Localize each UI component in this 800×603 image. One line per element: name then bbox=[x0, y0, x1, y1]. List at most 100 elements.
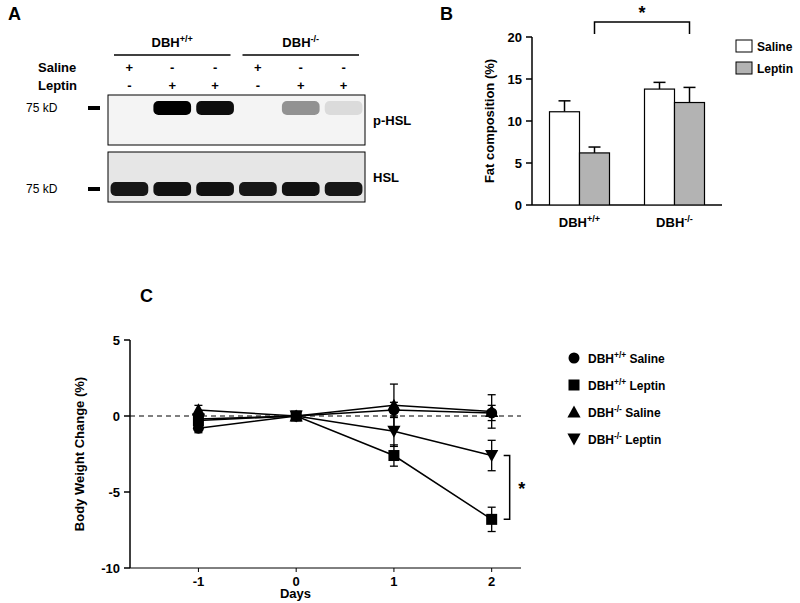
text-part: - bbox=[299, 60, 303, 75]
text-part: Body Weight Change (%) bbox=[72, 377, 87, 531]
y-tick-label: 15 bbox=[508, 72, 522, 87]
legend-label: DBH+/+ Saline bbox=[588, 350, 665, 366]
y-tick-label: -5 bbox=[108, 485, 120, 500]
text-part: 1 bbox=[390, 574, 397, 589]
text-part: * bbox=[638, 3, 645, 23]
band bbox=[153, 182, 191, 196]
error-bar bbox=[564, 101, 566, 112]
marker bbox=[567, 434, 580, 446]
x-tick-label: 1 bbox=[390, 574, 397, 589]
group-label: DBH+/+ bbox=[152, 34, 193, 50]
text-part: -/- bbox=[684, 214, 693, 224]
text-part: - bbox=[256, 78, 260, 93]
text-part: HSL bbox=[373, 170, 399, 185]
y-tick-label: 5 bbox=[113, 333, 120, 348]
text-part: Saline bbox=[757, 40, 793, 54]
text-part: DBH bbox=[559, 215, 587, 230]
panel-letter: A bbox=[8, 4, 21, 24]
treatment-mark: - bbox=[213, 60, 217, 75]
legend-label: Saline bbox=[757, 40, 793, 54]
band bbox=[196, 101, 234, 115]
treatment-mark: - bbox=[170, 60, 174, 75]
legend-label: DBH-/- Leptin bbox=[588, 431, 661, 447]
treatment-mark: - bbox=[341, 60, 345, 75]
text-part: Days bbox=[280, 586, 311, 601]
text-part: + bbox=[254, 60, 262, 75]
x-tick bbox=[296, 568, 297, 572]
text-part: - bbox=[127, 78, 131, 93]
text-part: -/- bbox=[614, 404, 622, 414]
group-underline bbox=[243, 54, 360, 56]
y-tick-label: -10 bbox=[101, 561, 120, 576]
baseline bbox=[130, 415, 521, 416]
text-part: Leptin bbox=[38, 78, 77, 93]
text-part: 2 bbox=[488, 574, 495, 589]
x-tick-label: 2 bbox=[488, 574, 495, 589]
y-tick bbox=[526, 162, 532, 164]
text-part: Saline bbox=[622, 406, 661, 420]
text-part: 0 bbox=[515, 198, 522, 213]
text-part: +/+ bbox=[614, 350, 626, 360]
text-part: B bbox=[440, 4, 453, 24]
y-tick-label: 5 bbox=[515, 156, 522, 171]
bar bbox=[550, 112, 580, 205]
series-line bbox=[198, 416, 491, 456]
marker bbox=[192, 414, 205, 426]
error-bar bbox=[689, 87, 691, 102]
x-tick-label: -1 bbox=[193, 574, 205, 589]
text-part: * bbox=[518, 479, 525, 499]
marker-label: 75 kD bbox=[26, 101, 58, 115]
text-part: + bbox=[168, 78, 176, 93]
figure: ADBH+/+DBH-/-Saline+--+--Leptin-++-++p-H… bbox=[0, 0, 800, 603]
y-tick-label: 10 bbox=[508, 114, 522, 129]
treatment-mark: + bbox=[340, 78, 348, 93]
panel-letter: C bbox=[140, 286, 153, 306]
text-part: +/+ bbox=[180, 34, 193, 44]
panel-c: C-10-505-1012DaysBody Weight Change (%)*… bbox=[72, 286, 665, 601]
annotation: * bbox=[638, 3, 645, 23]
text-part: -10 bbox=[101, 561, 120, 576]
bar bbox=[675, 103, 705, 205]
error-cap bbox=[390, 466, 398, 467]
blot-frame bbox=[108, 152, 365, 202]
band bbox=[239, 101, 277, 115]
marker bbox=[485, 450, 498, 462]
text-part: DBH bbox=[588, 406, 614, 420]
treatment-mark: - bbox=[127, 78, 131, 93]
text-part: + bbox=[340, 78, 348, 93]
error-cap bbox=[488, 531, 496, 532]
text-part: 5 bbox=[515, 156, 522, 171]
band bbox=[196, 182, 234, 196]
panel-b: B05101520Fat composition (%)DBH+/+DBH-/-… bbox=[440, 3, 793, 230]
legend-label: Leptin bbox=[757, 62, 793, 76]
marker-tick bbox=[88, 106, 100, 110]
text-part: Leptin bbox=[622, 433, 661, 447]
panel-letter: B bbox=[440, 4, 453, 24]
legend-swatch bbox=[736, 62, 752, 74]
band bbox=[282, 182, 320, 196]
treatment-label: Leptin bbox=[38, 78, 77, 93]
band bbox=[325, 182, 363, 196]
marker bbox=[290, 411, 303, 423]
text-part: 75 kD bbox=[26, 182, 58, 196]
error-cap bbox=[589, 146, 601, 148]
text-part: - bbox=[170, 60, 174, 75]
text-part: Leptin bbox=[757, 62, 793, 76]
text-part: + bbox=[126, 60, 134, 75]
text-part: 20 bbox=[508, 30, 522, 45]
blot-frame bbox=[108, 95, 365, 145]
group-underline bbox=[114, 54, 231, 56]
error-cap bbox=[488, 470, 496, 471]
group-label: DBH-/- bbox=[282, 34, 319, 50]
x-axis bbox=[130, 568, 521, 569]
y-tick bbox=[124, 415, 130, 417]
text-part: 15 bbox=[508, 72, 522, 87]
y-tick bbox=[124, 339, 130, 341]
error-cap bbox=[390, 383, 398, 384]
marker-tick bbox=[88, 187, 100, 191]
text-part: DBH bbox=[588, 352, 614, 366]
band bbox=[325, 101, 363, 115]
band bbox=[111, 182, 149, 196]
text-part: DBH bbox=[588, 379, 614, 393]
text-part: DBH bbox=[588, 433, 614, 447]
